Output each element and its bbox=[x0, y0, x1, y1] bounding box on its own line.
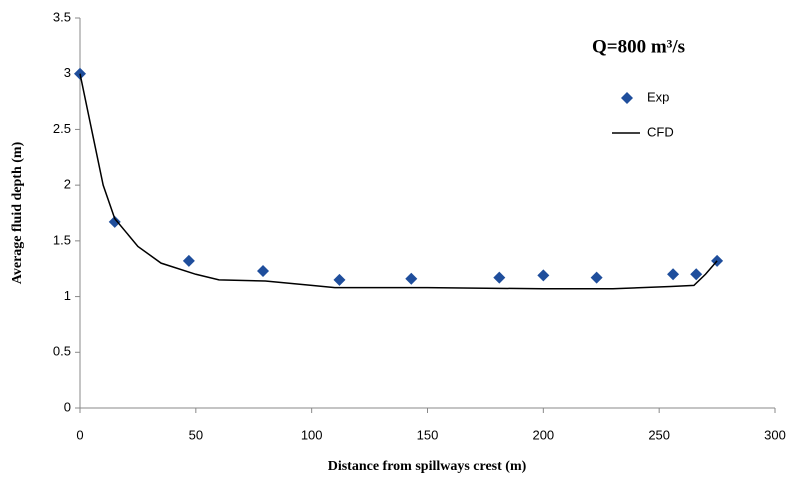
x-tick-label: 250 bbox=[648, 427, 670, 442]
y-tick-label: 1.5 bbox=[53, 232, 71, 247]
y-tick-label: 0 bbox=[64, 399, 71, 414]
x-axis-title: Distance from spillways crest (m) bbox=[328, 459, 527, 474]
x-tick-label: 50 bbox=[189, 427, 203, 442]
y-tick-label: 3.5 bbox=[53, 9, 71, 24]
exp-point bbox=[405, 272, 418, 285]
annotation: Q=800 m³/s bbox=[592, 36, 685, 57]
legend-label: CFD bbox=[647, 124, 674, 139]
x-tick-label: 0 bbox=[76, 427, 83, 442]
x-tick-label: 150 bbox=[417, 427, 439, 442]
x-tick-label: 100 bbox=[301, 427, 323, 442]
y-tick-label: 1 bbox=[64, 288, 71, 303]
y-tick-label: 2.5 bbox=[53, 121, 71, 136]
x-tick-label: 200 bbox=[532, 427, 554, 442]
y-tick-label: 0.5 bbox=[53, 344, 71, 359]
exp-point bbox=[590, 271, 603, 284]
y-tick-label: 3 bbox=[64, 65, 71, 80]
cfd-line bbox=[79, 73, 718, 290]
exp-point bbox=[690, 268, 703, 281]
exp-point bbox=[108, 215, 121, 228]
exp-point bbox=[182, 254, 195, 267]
exp-point bbox=[667, 268, 680, 281]
exp-point bbox=[537, 269, 550, 282]
exp-point bbox=[333, 273, 346, 286]
legend-label: Exp bbox=[647, 89, 669, 104]
y-axis-title: Average fluid depth (m) bbox=[10, 141, 25, 284]
y-tick-label: 2 bbox=[64, 177, 71, 192]
legend-marker bbox=[621, 92, 633, 104]
exp-point bbox=[493, 271, 506, 284]
x-tick-label: 300 bbox=[764, 427, 786, 442]
exp-point bbox=[257, 264, 270, 277]
